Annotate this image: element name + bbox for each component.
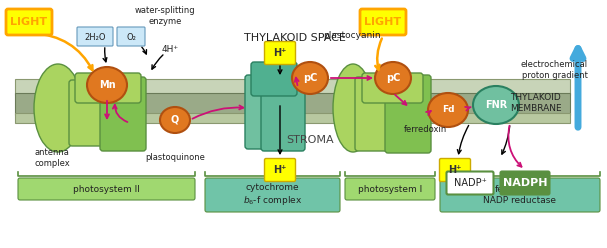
Text: antenna
complex: antenna complex — [34, 148, 70, 168]
Text: H⁺: H⁺ — [449, 165, 462, 175]
FancyBboxPatch shape — [439, 158, 470, 182]
FancyBboxPatch shape — [447, 172, 493, 194]
FancyBboxPatch shape — [251, 62, 297, 96]
Ellipse shape — [333, 64, 373, 152]
FancyBboxPatch shape — [261, 73, 305, 151]
Ellipse shape — [160, 107, 190, 133]
FancyBboxPatch shape — [6, 9, 52, 35]
FancyBboxPatch shape — [440, 178, 600, 212]
Text: LIGHT: LIGHT — [364, 17, 402, 27]
Text: 2H₂O: 2H₂O — [84, 32, 106, 41]
FancyBboxPatch shape — [205, 178, 340, 212]
Text: H⁺: H⁺ — [273, 48, 287, 58]
FancyBboxPatch shape — [355, 77, 401, 151]
FancyBboxPatch shape — [360, 9, 406, 35]
Text: water-splitting
enzyme: water-splitting enzyme — [135, 6, 195, 26]
Bar — [15, 113, 570, 123]
Text: pC: pC — [303, 73, 317, 83]
Text: 4H⁺: 4H⁺ — [161, 45, 178, 55]
Text: O₂: O₂ — [126, 32, 136, 41]
Text: THYLAKOID SPACE: THYLAKOID SPACE — [244, 33, 346, 43]
FancyBboxPatch shape — [501, 172, 549, 194]
FancyBboxPatch shape — [345, 178, 435, 200]
Text: electrochemical
proton gradient: electrochemical proton gradient — [521, 60, 588, 80]
FancyBboxPatch shape — [245, 75, 293, 149]
Text: plastoquinone: plastoquinone — [145, 154, 205, 162]
Ellipse shape — [87, 67, 127, 103]
Text: Fd: Fd — [442, 105, 454, 115]
Text: pC: pC — [386, 73, 400, 83]
Text: Mn: Mn — [99, 80, 115, 90]
Text: ferredoxin: ferredoxin — [404, 125, 447, 134]
Text: STROMA: STROMA — [286, 135, 334, 145]
FancyBboxPatch shape — [117, 27, 145, 46]
Text: cytochrome
$b_6$-f complex: cytochrome $b_6$-f complex — [243, 183, 302, 207]
FancyBboxPatch shape — [77, 27, 113, 46]
FancyBboxPatch shape — [75, 73, 141, 103]
Text: NADP⁺: NADP⁺ — [453, 178, 486, 188]
Text: photosystem II: photosystem II — [73, 185, 140, 193]
Ellipse shape — [428, 93, 468, 127]
Bar — [15, 79, 570, 95]
Ellipse shape — [34, 64, 82, 152]
Bar — [15, 93, 570, 115]
FancyBboxPatch shape — [100, 77, 146, 151]
FancyBboxPatch shape — [362, 73, 423, 103]
Ellipse shape — [473, 86, 519, 124]
FancyBboxPatch shape — [265, 158, 296, 182]
Text: LIGHT: LIGHT — [10, 17, 47, 27]
Text: Q: Q — [171, 115, 179, 125]
FancyBboxPatch shape — [265, 41, 296, 64]
Text: H⁺: H⁺ — [273, 165, 287, 175]
Ellipse shape — [375, 62, 411, 94]
Text: plastocyanin: plastocyanin — [323, 31, 381, 40]
FancyBboxPatch shape — [385, 75, 431, 153]
Text: THYLAKOID
MEMBRANE: THYLAKOID MEMBRANE — [510, 93, 561, 113]
Text: ferredoxin-
NADP reductase: ferredoxin- NADP reductase — [484, 185, 557, 205]
Text: FNR: FNR — [485, 100, 507, 110]
Text: NADPH: NADPH — [503, 178, 548, 188]
Text: photosystem I: photosystem I — [358, 185, 422, 193]
FancyBboxPatch shape — [18, 178, 195, 200]
Ellipse shape — [292, 62, 328, 94]
FancyBboxPatch shape — [69, 80, 113, 146]
